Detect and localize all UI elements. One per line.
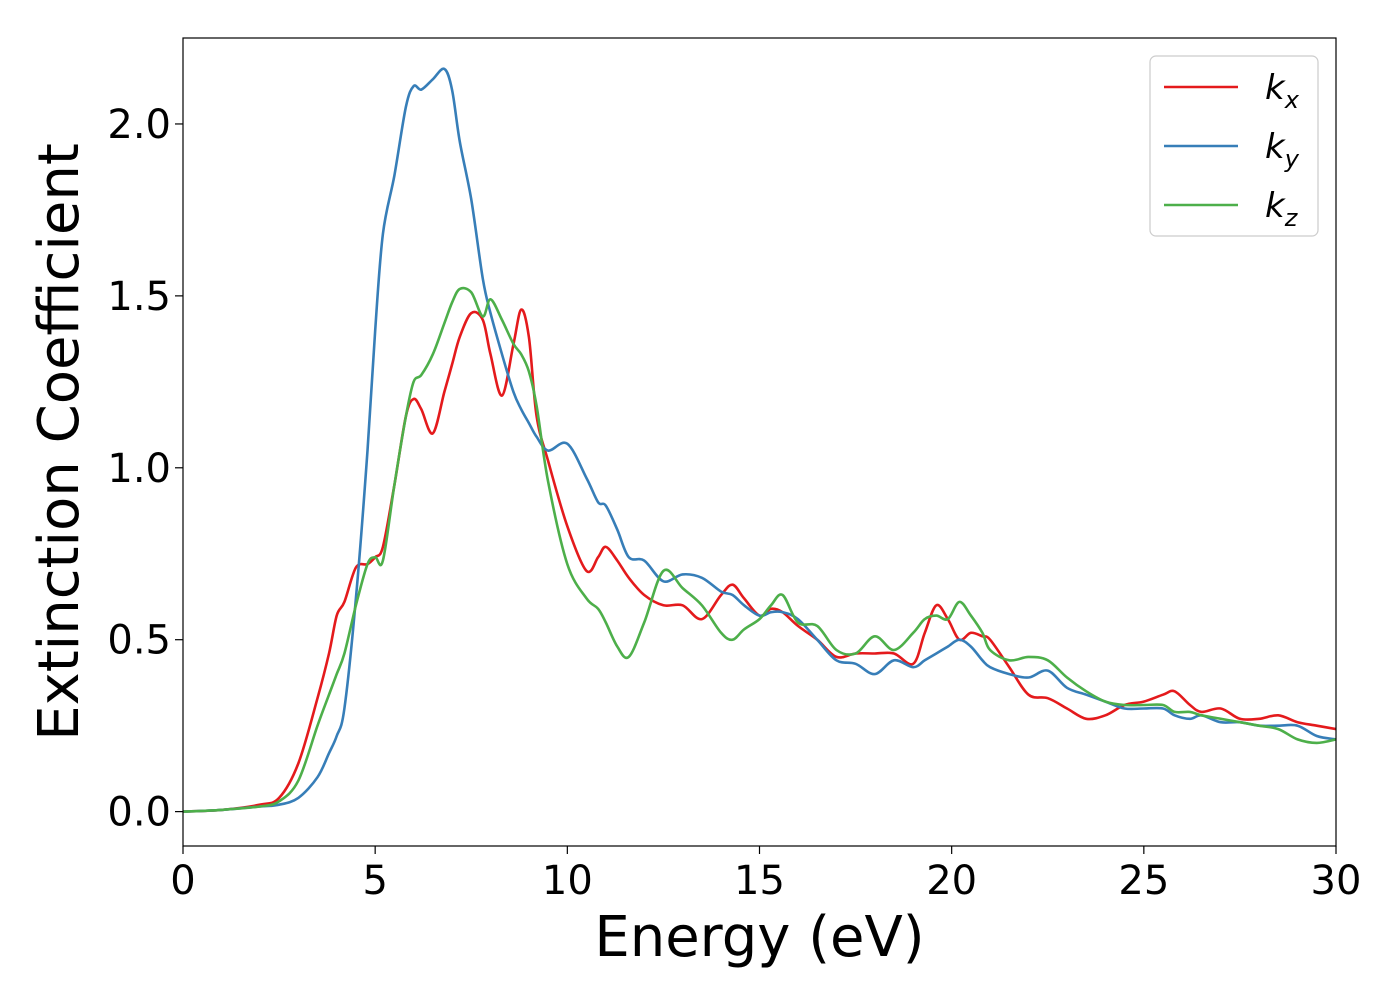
legend-label-z: kz	[1265, 186, 1299, 232]
x-tick-label: 15	[734, 858, 785, 904]
x-tick-label: 25	[1118, 858, 1169, 904]
x-tick-label: 10	[542, 858, 593, 904]
x-tick-label: 30	[1311, 858, 1362, 904]
x-tick-label: 5	[362, 858, 387, 904]
y-tick-label: 0.5	[107, 618, 171, 664]
series-line-x	[183, 308, 1336, 813]
y-tick-label: 0.0	[107, 790, 171, 836]
x-axis-title: Energy (eV)	[594, 905, 924, 970]
series-line-z	[183, 286, 1336, 813]
series-layer	[183, 67, 1336, 813]
legend-label-x: kx	[1265, 68, 1300, 114]
y-axis-title: Extinction Coefficient	[27, 143, 92, 741]
legend-label-y: ky	[1265, 127, 1300, 173]
x-axis: 0 5 10 15 20 25 30	[170, 846, 1361, 904]
x-tick-label: 0	[170, 858, 195, 904]
y-tick-label: 2.0	[107, 102, 171, 148]
y-tick-label: 1.5	[107, 274, 171, 320]
y-tick-label: 1.0	[107, 446, 171, 492]
legend: kx ky kz	[1149, 55, 1319, 237]
y-axis: 0.0 0.5 1.0 1.5 2.0	[107, 102, 183, 836]
x-tick-label: 20	[926, 858, 977, 904]
